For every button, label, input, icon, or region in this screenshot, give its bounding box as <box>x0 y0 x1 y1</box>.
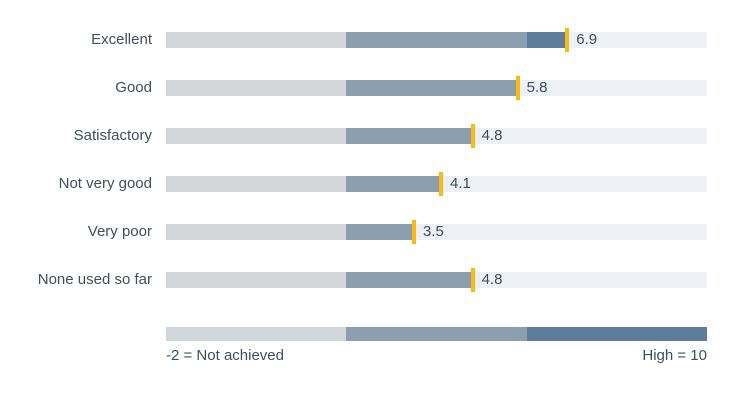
mean-value-marker <box>515 76 520 100</box>
value-label: 4.8 <box>481 127 503 144</box>
category-label: Not very good <box>58 175 152 192</box>
bar-segment <box>166 128 347 144</box>
bar-segment <box>526 32 568 48</box>
bar-segment <box>166 176 347 192</box>
value-label: 3.5 <box>422 223 444 240</box>
mean-value-marker <box>439 172 443 196</box>
category-label: Excellent <box>91 31 152 48</box>
category-label: Good <box>115 79 152 96</box>
bar-segment <box>166 272 347 288</box>
category-label: None used so far <box>37 271 152 288</box>
mean-value-marker <box>470 268 475 292</box>
bar-segment <box>346 224 414 240</box>
bar-segment <box>166 32 347 48</box>
value-label: 4.8 <box>481 271 503 288</box>
legend-zone-segment <box>346 327 527 341</box>
bar-segment <box>166 224 347 240</box>
category-label: Very poor <box>87 223 152 240</box>
scale-max-footnote: High = 10 <box>642 347 707 364</box>
value-label: 4.1 <box>450 175 471 192</box>
bar-track: 3.5 <box>166 220 707 244</box>
mean-value-marker <box>470 124 475 148</box>
scale-min-footnote: -2 = Not achieved <box>166 347 284 364</box>
bar-track: 4.1 <box>166 172 707 196</box>
bar-segment <box>346 80 518 96</box>
bar-segment <box>346 272 473 288</box>
bar-track: 6.9 <box>166 28 707 52</box>
bar-segment <box>346 176 441 192</box>
legend-zone-segment <box>166 327 347 341</box>
value-label: 6.9 <box>576 31 598 48</box>
bar-track: 4.8 <box>166 268 707 292</box>
bar-segment <box>166 80 347 96</box>
category-label: Satisfactory <box>73 127 152 144</box>
bar-segment <box>346 32 527 48</box>
value-label: 5.8 <box>526 79 548 96</box>
scale-legend-bar <box>166 327 707 341</box>
bar-track: 4.8 <box>166 124 707 148</box>
mean-value-marker <box>411 220 416 244</box>
bar-segment <box>346 128 473 144</box>
bar-track: 5.8 <box>166 76 707 100</box>
mean-value-marker <box>565 28 570 52</box>
legend-zone-segment <box>526 327 707 341</box>
